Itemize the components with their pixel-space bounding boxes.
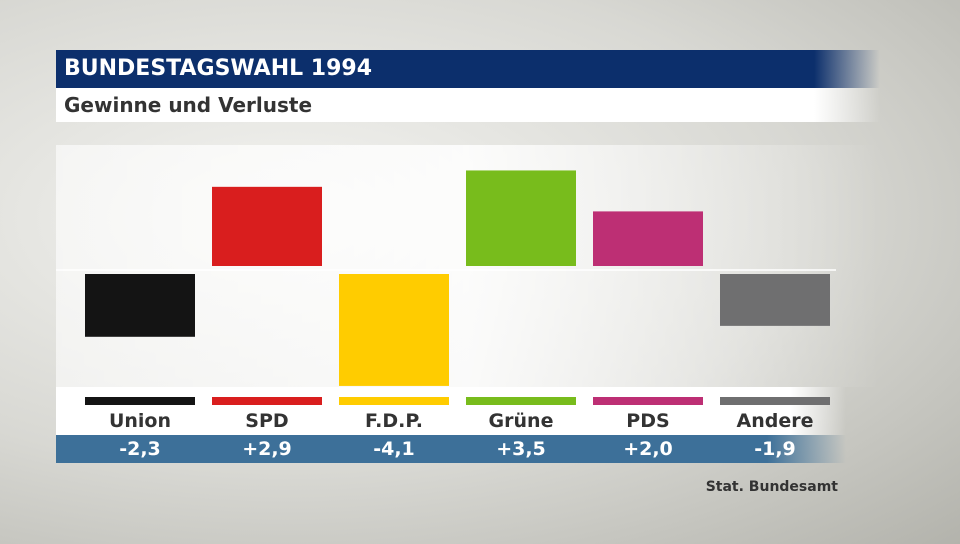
value-labels: -2,3 +2,9 -4,1 +3,5 +2,0 -1,9 [56, 435, 846, 463]
bar-1 [212, 186, 322, 266]
legend-swatch-3 [466, 397, 576, 405]
value-label: +3,5 [496, 438, 546, 460]
chart-title: BUNDESTAGSWAHL 1994 [56, 50, 880, 88]
legend-swatch-0 [85, 397, 195, 405]
category-label: SPD [245, 410, 289, 432]
legend-swatch-4 [593, 397, 703, 405]
value-label: +2,9 [242, 438, 292, 460]
category-label: Andere [736, 410, 814, 432]
category-label: PDS [626, 410, 670, 432]
category-labels: Union SPD F.D.P. Grüne PDS Andere [56, 387, 846, 435]
bar-3 [466, 170, 576, 266]
legend-swatch-2 [339, 397, 449, 405]
value-label: +2,0 [623, 438, 673, 460]
source-label: Stat. Bundesamt [705, 479, 838, 495]
legend-swatch-5 [720, 397, 830, 405]
bar-2 [339, 274, 449, 386]
value-label: -4,1 [373, 438, 415, 460]
bar-5 [720, 274, 830, 326]
value-label: -1,9 [754, 438, 796, 460]
bar-4 [593, 211, 703, 266]
category-label: Union [108, 410, 172, 432]
value-label: -2,3 [119, 438, 161, 460]
category-label: F.D.P. [364, 410, 424, 432]
bar-0 [85, 274, 195, 337]
category-label: Grüne [488, 410, 554, 432]
chart-subtitle: Gewinne und Verluste [56, 88, 880, 122]
legend-swatch-1 [212, 397, 322, 405]
